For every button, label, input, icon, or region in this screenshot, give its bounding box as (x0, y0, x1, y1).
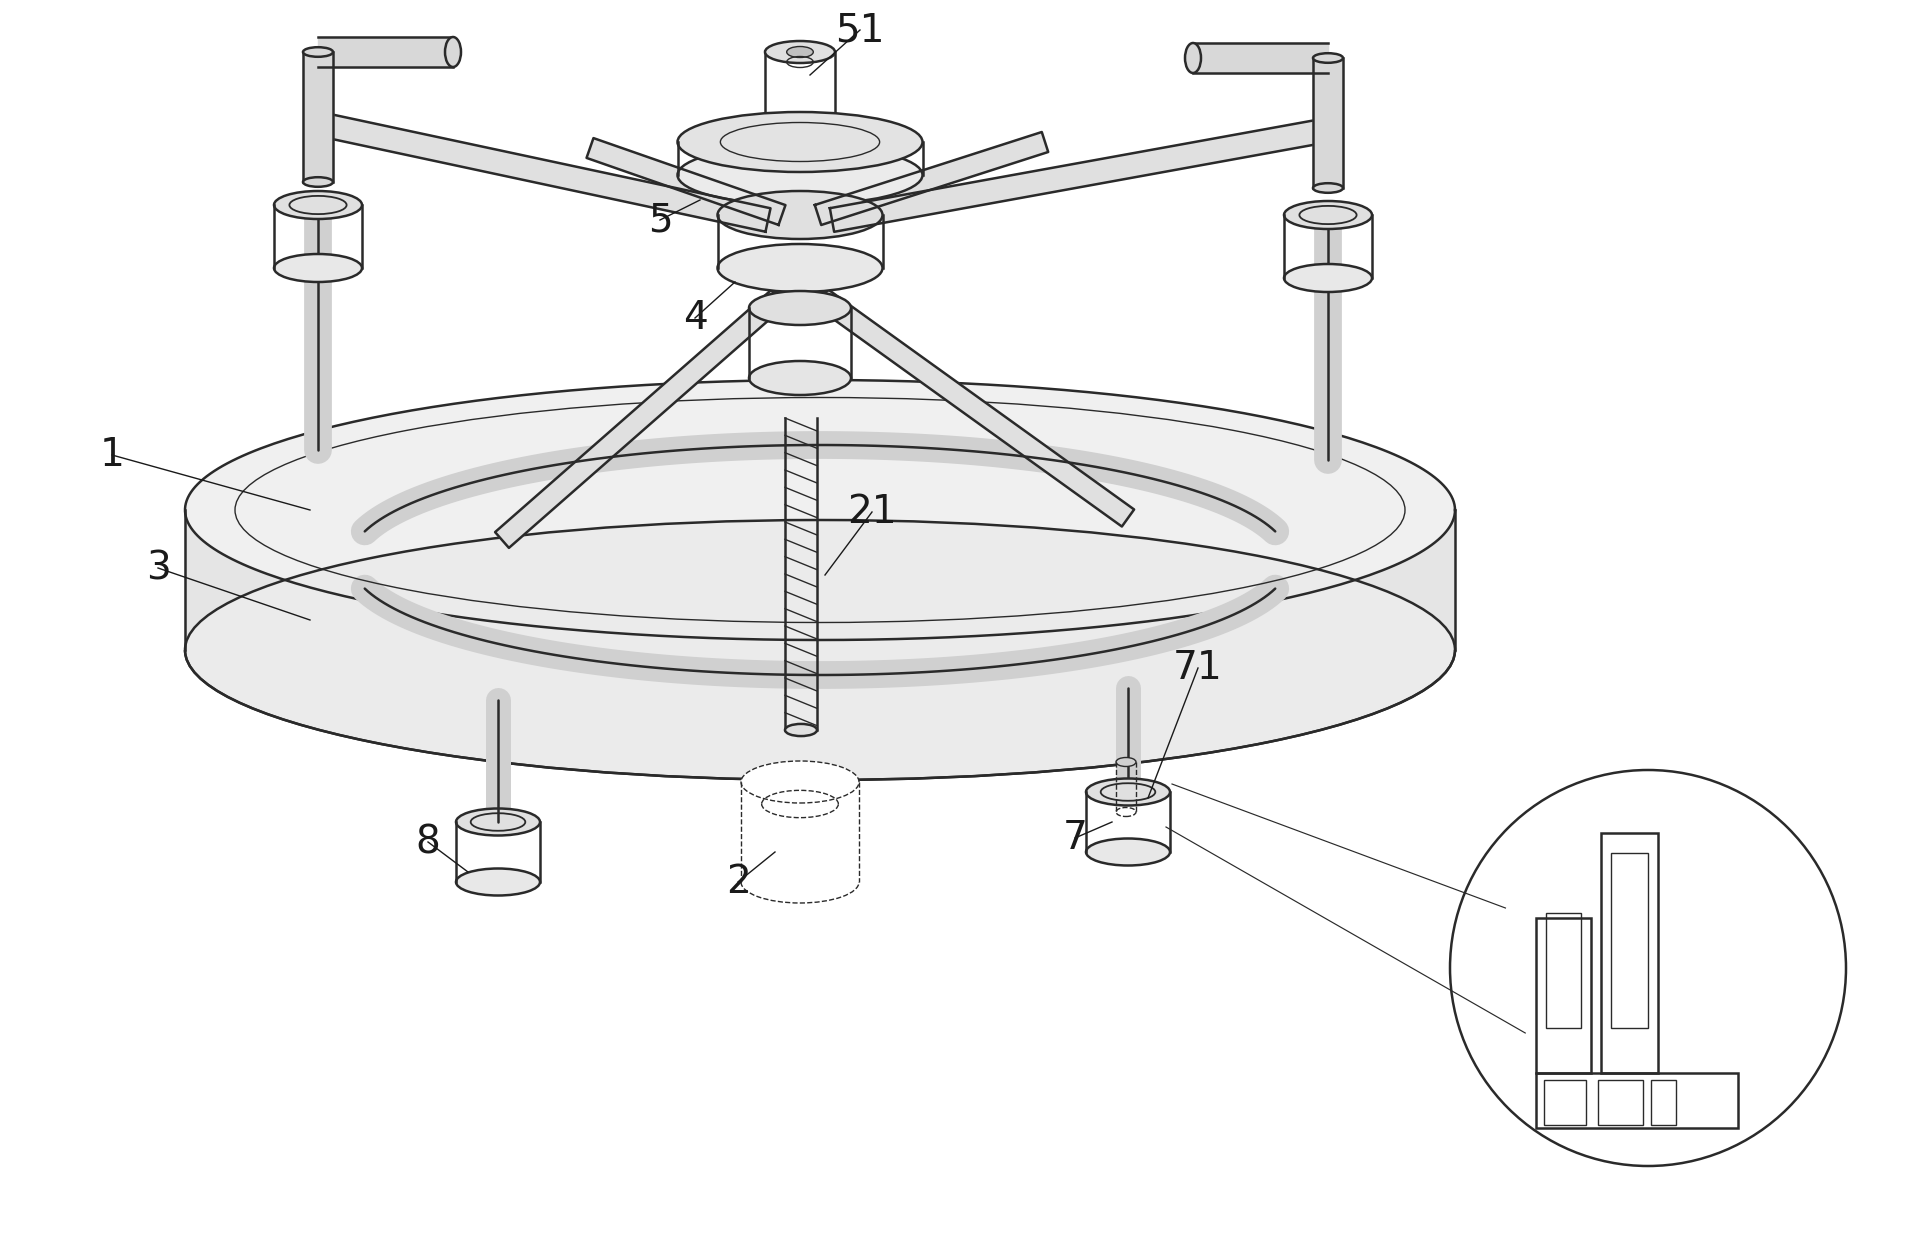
Bar (1650, 1079, 1675, 1125)
Text: 1: 1 (100, 436, 125, 474)
Polygon shape (816, 132, 1048, 225)
Polygon shape (1313, 58, 1343, 188)
Polygon shape (184, 510, 1455, 781)
Text: 71: 71 (1173, 650, 1222, 687)
Text: 7: 7 (1063, 819, 1088, 857)
Polygon shape (319, 37, 453, 67)
Bar (1599, 1079, 1643, 1125)
Ellipse shape (184, 520, 1455, 781)
Polygon shape (184, 380, 1455, 640)
Text: 21: 21 (846, 493, 896, 531)
Ellipse shape (748, 361, 850, 395)
Polygon shape (816, 289, 1134, 526)
Ellipse shape (457, 809, 539, 836)
Text: 3: 3 (146, 550, 171, 587)
Polygon shape (495, 290, 785, 548)
Polygon shape (1194, 43, 1328, 73)
Bar (1600, 832, 1658, 1073)
Ellipse shape (1086, 778, 1171, 805)
Ellipse shape (303, 47, 334, 57)
Text: 5: 5 (649, 201, 672, 240)
Ellipse shape (766, 41, 835, 63)
Bar (1547, 913, 1581, 1028)
Polygon shape (303, 52, 334, 182)
Text: 2: 2 (725, 863, 750, 902)
Ellipse shape (457, 868, 539, 895)
Ellipse shape (785, 724, 817, 736)
Ellipse shape (274, 254, 363, 282)
Ellipse shape (303, 177, 334, 186)
Bar (1545, 1079, 1585, 1125)
Bar (1610, 853, 1648, 1028)
Ellipse shape (1313, 53, 1343, 63)
Ellipse shape (274, 191, 363, 219)
Text: 51: 51 (835, 11, 885, 49)
Ellipse shape (1284, 201, 1372, 228)
Polygon shape (829, 119, 1330, 232)
Text: 8: 8 (416, 823, 439, 861)
Text: 4: 4 (683, 299, 708, 337)
Polygon shape (307, 110, 771, 232)
Bar (1535, 1073, 1739, 1128)
Ellipse shape (1186, 43, 1201, 73)
Ellipse shape (1284, 264, 1372, 291)
Ellipse shape (718, 191, 883, 240)
Ellipse shape (445, 37, 461, 67)
Ellipse shape (1313, 183, 1343, 193)
Bar (1535, 918, 1591, 1073)
Ellipse shape (1117, 757, 1136, 767)
Polygon shape (587, 138, 785, 225)
Ellipse shape (1451, 769, 1846, 1166)
Ellipse shape (748, 291, 850, 325)
Ellipse shape (677, 144, 923, 205)
Ellipse shape (1086, 839, 1171, 866)
Ellipse shape (718, 245, 883, 291)
Ellipse shape (741, 761, 860, 803)
Ellipse shape (766, 117, 835, 140)
Ellipse shape (677, 112, 923, 172)
Ellipse shape (787, 47, 814, 58)
